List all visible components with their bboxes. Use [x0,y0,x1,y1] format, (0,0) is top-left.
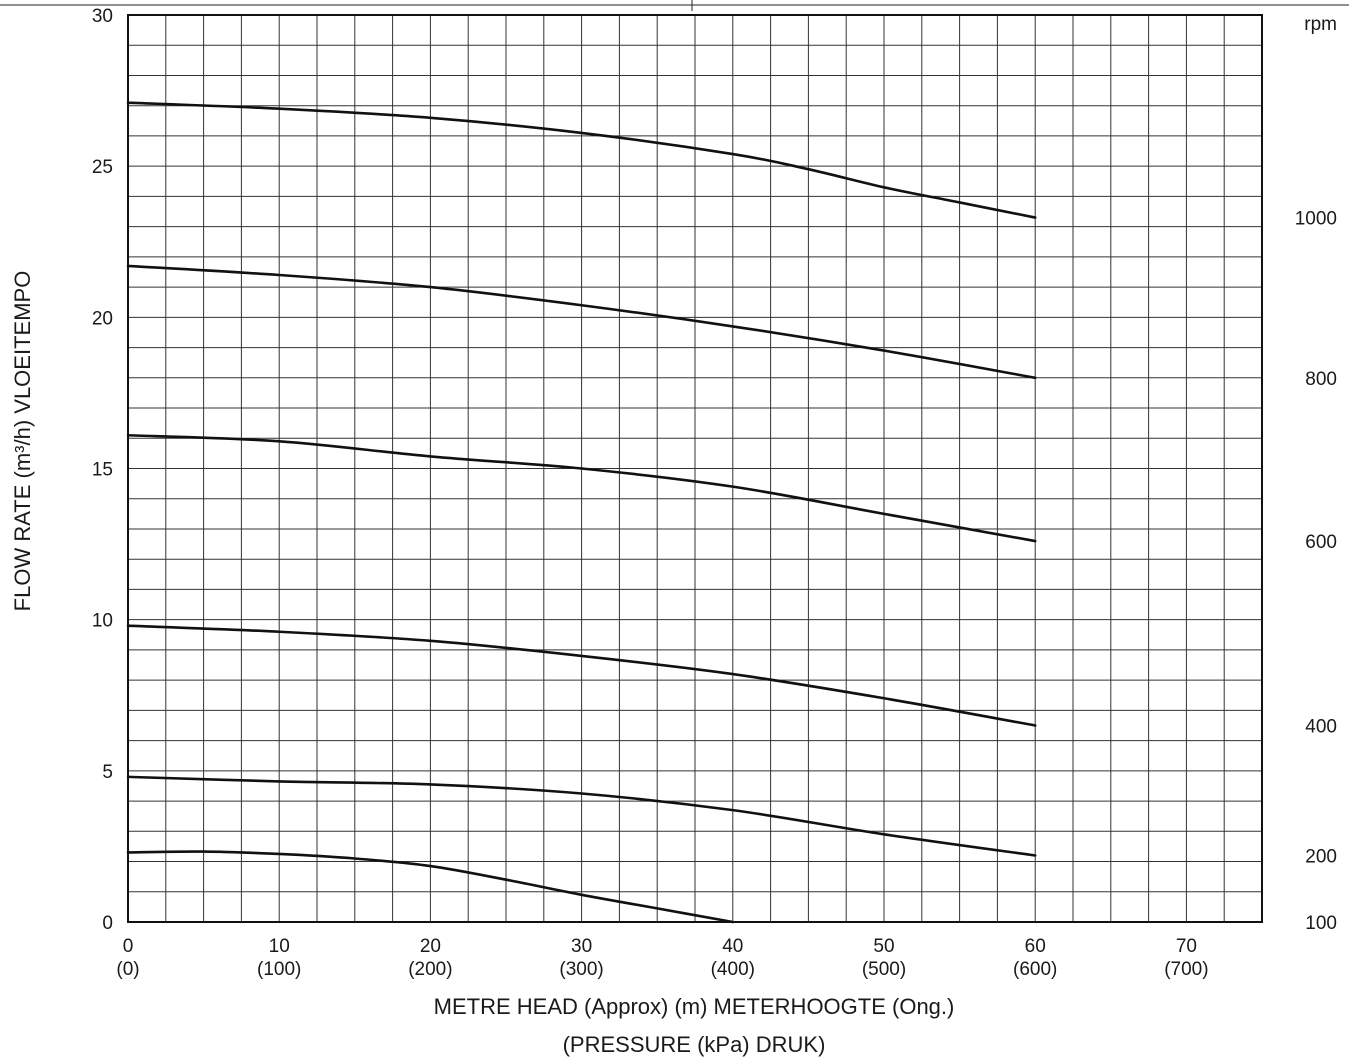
series-line-6 [126,850,735,924]
x-tick-sublabel: (100) [257,959,301,980]
y-tick-label: 25 [92,157,113,178]
rpm-unit-label: rpm [1304,14,1337,35]
y-tick-labels: 0 5 10 15 20 25 30 [92,6,113,934]
series-line-4 [126,624,1037,727]
series-line-3 [126,433,1037,543]
y-tick-label: 20 [92,308,113,329]
grid-lines [127,14,1263,923]
y-tick-label: 15 [92,460,113,481]
x-axis-subtitle: (PRESSURE (kPa) DRUK) [563,1032,826,1057]
x-tick-sublabel: (300) [559,959,603,980]
rpm-label: 100 [1305,913,1337,934]
x-tick-labels: 0(0) 10(100) 20(200) 30(300) 40(400) 50(500) 6… [116,936,1208,980]
x-tick-label: 10 [269,936,290,957]
series-layer [126,101,1037,924]
x-tick-label: 30 [571,936,592,957]
series-line-1 [126,101,1037,219]
y-tick-label: 10 [92,611,113,632]
x-tick-label: 0 [123,936,134,957]
rpm-label: 400 [1305,716,1337,737]
x-tick-sublabel: (400) [711,959,755,980]
x-tick-label: 40 [722,936,743,957]
x-tick-sublabel: (200) [408,959,452,980]
x-tick-sublabel: (600) [1013,959,1057,980]
series-line-5 [126,775,1037,857]
rpm-labels: 1000 800 600 400 200 100 [1295,209,1337,934]
plot-frame [127,14,1263,923]
rpm-label: 600 [1305,532,1337,553]
y-tick-label: 0 [102,913,113,934]
x-tick-sublabel: (500) [862,959,906,980]
y-axis-title: FLOW RATE (m³/h) VLOEITEMPO [10,271,35,612]
x-tick-label: 70 [1176,936,1197,957]
x-tick-sublabel: (700) [1164,959,1208,980]
y-tick-label: 5 [102,762,113,783]
x-tick-label: 20 [420,936,441,957]
x-tick-label: 50 [873,936,894,957]
rpm-label: 200 [1305,846,1337,867]
series-line-2 [126,264,1037,380]
y-tick-label: 30 [92,6,113,27]
x-tick-label: 60 [1025,936,1046,957]
x-tick-sublabel: (0) [116,959,139,980]
rpm-label: 800 [1305,369,1337,390]
x-axis-title: METRE HEAD (Approx) (m) METERHOOGTE (Ong… [434,994,955,1019]
rpm-label: 1000 [1295,209,1337,230]
